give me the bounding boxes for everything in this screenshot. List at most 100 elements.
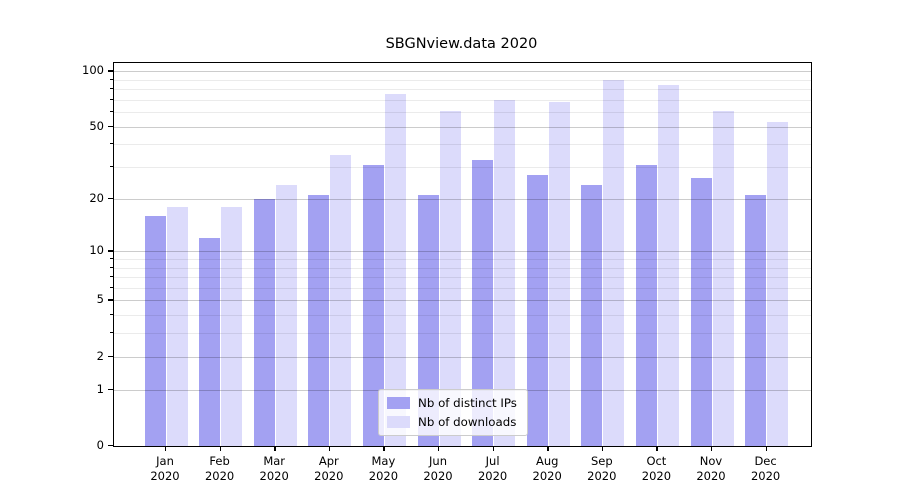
bars-layer bbox=[114, 63, 811, 446]
legend-label-downloads: Nb of downloads bbox=[418, 415, 517, 429]
bar-downloads-may bbox=[384, 94, 406, 446]
gridline-major bbox=[114, 71, 811, 73]
y-tick-minor bbox=[110, 286, 113, 288]
y-tick-major bbox=[108, 197, 113, 200]
y-tick-minor bbox=[110, 314, 113, 316]
y-tick-label: 0 bbox=[96, 438, 104, 452]
bar-downloads-nov bbox=[712, 110, 734, 446]
bar-distinct-ips-aug bbox=[526, 175, 548, 446]
x-tick-label: Sep 2020 bbox=[587, 454, 617, 483]
x-tick bbox=[219, 446, 221, 451]
x-tick bbox=[765, 446, 767, 451]
bar-distinct-ips-nov bbox=[690, 178, 712, 446]
x-tick bbox=[547, 446, 549, 451]
y-tick-major bbox=[108, 355, 113, 358]
y-tick-minor bbox=[110, 266, 113, 268]
y-tick-major bbox=[108, 445, 113, 447]
x-tick-label: Feb 2020 bbox=[204, 454, 235, 483]
gridline-minor bbox=[114, 167, 811, 169]
gridline-minor bbox=[114, 99, 811, 101]
bar-downloads-dec bbox=[767, 122, 789, 446]
y-tick-minor bbox=[110, 143, 113, 145]
bar-distinct-ips-jul bbox=[472, 159, 494, 446]
gridline-minor bbox=[114, 267, 811, 269]
y-tick-label: 50 bbox=[89, 118, 104, 133]
x-tick bbox=[711, 446, 713, 451]
legend-entry-distinct-ips: Nb of distinct IPs bbox=[387, 396, 517, 410]
bar-distinct-ips-may bbox=[362, 164, 384, 446]
y-tick-label: 5 bbox=[96, 292, 104, 307]
y-tick-label: 10 bbox=[89, 243, 104, 258]
bar-distinct-ips-sep bbox=[581, 184, 603, 446]
gridline-minor bbox=[114, 259, 811, 260]
gridline-major bbox=[114, 198, 811, 200]
bar-distinct-ips-feb bbox=[199, 237, 221, 446]
x-tick bbox=[383, 446, 385, 451]
bar-downloads-aug bbox=[548, 102, 570, 446]
x-tick bbox=[492, 446, 494, 451]
gridline-minor bbox=[114, 277, 811, 279]
bar-distinct-ips-apr bbox=[308, 194, 330, 446]
legend-swatch-downloads bbox=[387, 416, 410, 428]
x-tick bbox=[438, 446, 440, 451]
gridline-minor bbox=[114, 287, 811, 289]
x-tick-label: Aug 2020 bbox=[532, 454, 562, 483]
legend-label-distinct-ips: Nb of distinct IPs bbox=[418, 396, 517, 410]
x-tick-label: Jul 2020 bbox=[477, 454, 508, 483]
bar-downloads-mar bbox=[275, 184, 297, 446]
y-tick-major bbox=[108, 70, 113, 72]
y-tick-minor bbox=[110, 78, 113, 80]
gridline-minor bbox=[114, 112, 811, 114]
x-tick bbox=[656, 446, 658, 451]
x-tick bbox=[328, 446, 331, 451]
gridline-minor bbox=[114, 89, 811, 91]
x-tick-label: Nov 2020 bbox=[696, 454, 726, 483]
legend-swatch-distinct-ips bbox=[387, 397, 410, 409]
gridline-major bbox=[114, 300, 811, 302]
legend: Nb of distinct IPs Nb of downloads bbox=[378, 389, 528, 436]
y-tick-major bbox=[108, 125, 113, 128]
bar-downloads-jun bbox=[439, 110, 461, 446]
grid-layer bbox=[114, 63, 811, 446]
plot-area bbox=[113, 62, 812, 447]
y-tick-label: 1 bbox=[96, 381, 104, 396]
x-tick-label: Dec 2020 bbox=[750, 454, 781, 483]
y-tick-minor bbox=[110, 332, 113, 334]
bar-downloads-jan bbox=[166, 206, 188, 446]
x-tick-label: Jun 2020 bbox=[423, 454, 453, 483]
gridline-minor bbox=[114, 333, 811, 335]
gridline-minor bbox=[114, 315, 811, 317]
bar-downloads-feb bbox=[221, 206, 243, 446]
y-tick-label: 100 bbox=[82, 63, 104, 78]
y-tick-minor bbox=[110, 98, 113, 100]
x-tick bbox=[165, 446, 167, 451]
bar-downloads-sep bbox=[603, 79, 625, 446]
y-tick-major bbox=[108, 388, 113, 391]
gridline-major bbox=[114, 356, 811, 358]
y-tick-minor bbox=[110, 258, 113, 259]
gridline-major bbox=[114, 251, 811, 253]
y-tick-minor bbox=[110, 166, 113, 168]
bar-downloads-jul bbox=[494, 99, 516, 446]
bar-distinct-ips-jan bbox=[144, 215, 166, 446]
legend-entry-downloads: Nb of downloads bbox=[387, 415, 517, 429]
x-tick-label: Oct 2020 bbox=[641, 454, 672, 483]
bar-distinct-ips-dec bbox=[745, 194, 767, 446]
x-tick bbox=[274, 446, 276, 451]
y-tick-minor bbox=[110, 88, 113, 90]
bar-distinct-ips-oct bbox=[635, 164, 657, 446]
gridline-minor bbox=[114, 79, 811, 81]
y-tick-label: 2 bbox=[96, 348, 104, 363]
x-tick-label: Jan 2020 bbox=[150, 454, 180, 483]
x-tick bbox=[601, 446, 604, 451]
y-tick-label: 20 bbox=[89, 190, 104, 205]
x-tick-label: May 2020 bbox=[368, 454, 399, 483]
bar-downloads-oct bbox=[657, 85, 679, 446]
y-tick-minor bbox=[110, 111, 113, 113]
x-tick-label: Apr 2020 bbox=[314, 454, 344, 483]
y-tick-major bbox=[108, 299, 113, 301]
gridline-major bbox=[114, 126, 811, 128]
y-tick-minor bbox=[110, 276, 113, 278]
bar-distinct-ips-jun bbox=[417, 194, 439, 446]
